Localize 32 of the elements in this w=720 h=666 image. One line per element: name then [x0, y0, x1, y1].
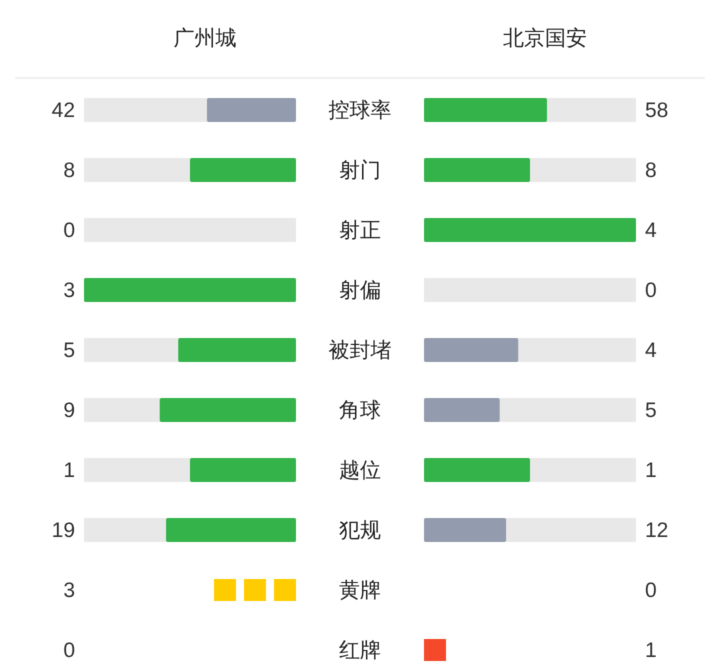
category-label: 越位 [339, 458, 381, 482]
data-label: 8 [63, 158, 75, 182]
category-label: 犯规 [339, 518, 381, 542]
data-label: 1 [645, 638, 657, 662]
data-label: 12 [645, 518, 668, 542]
text: 北京国安 [503, 26, 587, 50]
data-label: 5 [645, 398, 657, 422]
category-label: 黄牌 [339, 578, 381, 602]
data-label: 3 [63, 278, 75, 302]
category-label: 红牌 [339, 638, 381, 662]
text: 广州城 [174, 26, 236, 50]
data-label: 9 [63, 398, 75, 422]
data-label: 1 [645, 458, 657, 482]
category-label: 控球率 [328, 98, 392, 122]
data-label: 0 [63, 218, 75, 242]
data-label: 4 [645, 218, 657, 242]
data-label: 58 [645, 98, 668, 122]
category-label: 角球 [339, 398, 381, 422]
data-label: 0 [63, 638, 75, 662]
data-label: 1 [63, 458, 75, 482]
data-label: 3 [63, 578, 75, 602]
data-label: 5 [63, 338, 75, 362]
category-label: 射正 [339, 218, 381, 242]
category-label: 被封堵 [328, 338, 392, 362]
data-label: 0 [645, 578, 657, 602]
category-label: 射门 [339, 158, 381, 182]
data-label: 19 [52, 518, 75, 542]
data-label: 42 [52, 98, 75, 122]
data-label: 8 [645, 158, 657, 182]
data-label: 0 [645, 278, 657, 302]
category-label: 射偏 [339, 278, 381, 302]
data-label: 4 [645, 338, 657, 362]
